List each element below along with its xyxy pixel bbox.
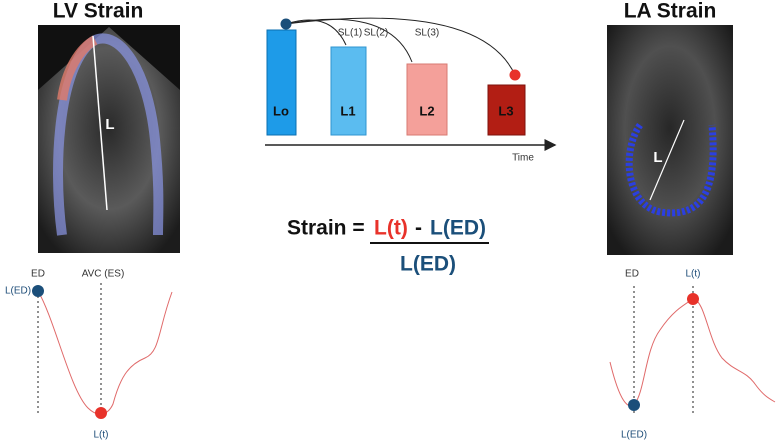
bar-label: Lo bbox=[273, 103, 289, 118]
lv-curve: ED AVC (ES) L(ED) L(t) bbox=[5, 269, 173, 441]
formula-lhs: Strain = bbox=[287, 217, 365, 240]
curve-label: L(ED) bbox=[5, 286, 31, 297]
curve-label: L(t) bbox=[686, 269, 701, 280]
formula: Strain = L(t) - L(ED) L(ED) bbox=[287, 217, 489, 276]
formula-term: L(ED) bbox=[430, 217, 486, 240]
axis-label: Time bbox=[512, 153, 534, 164]
curve-label: ED bbox=[625, 269, 639, 280]
arc-label: SL(1) bbox=[338, 28, 362, 39]
la-title: LA Strain bbox=[624, 0, 717, 23]
lv-image: L bbox=[38, 25, 180, 253]
arc-label: SL(3) bbox=[415, 28, 439, 39]
formula-denominator: L(ED) bbox=[400, 253, 456, 276]
la-image: L bbox=[607, 25, 733, 255]
formula-term: L(t) bbox=[374, 217, 408, 240]
lv-image-label: L bbox=[105, 116, 114, 133]
timeline: Lo L1 L2 L3 SL(1) SL(2) SL(3) Time bbox=[265, 17, 557, 164]
curve-label: AVC (ES) bbox=[82, 269, 125, 280]
curve-label: L(ED) bbox=[621, 430, 647, 441]
lv-title: LV Strain bbox=[53, 0, 144, 23]
curve-label: L(t) bbox=[94, 430, 109, 441]
la-curve: ED L(t) L(ED) bbox=[609, 269, 776, 441]
curve-label: ED bbox=[31, 269, 45, 280]
arc-label: SL(2) bbox=[364, 28, 388, 39]
la-image-label: L bbox=[653, 149, 662, 166]
formula-op: - bbox=[415, 217, 422, 240]
bar-label: L3 bbox=[498, 103, 513, 118]
bar-label: L1 bbox=[340, 103, 355, 118]
bar-label: L2 bbox=[419, 103, 434, 118]
